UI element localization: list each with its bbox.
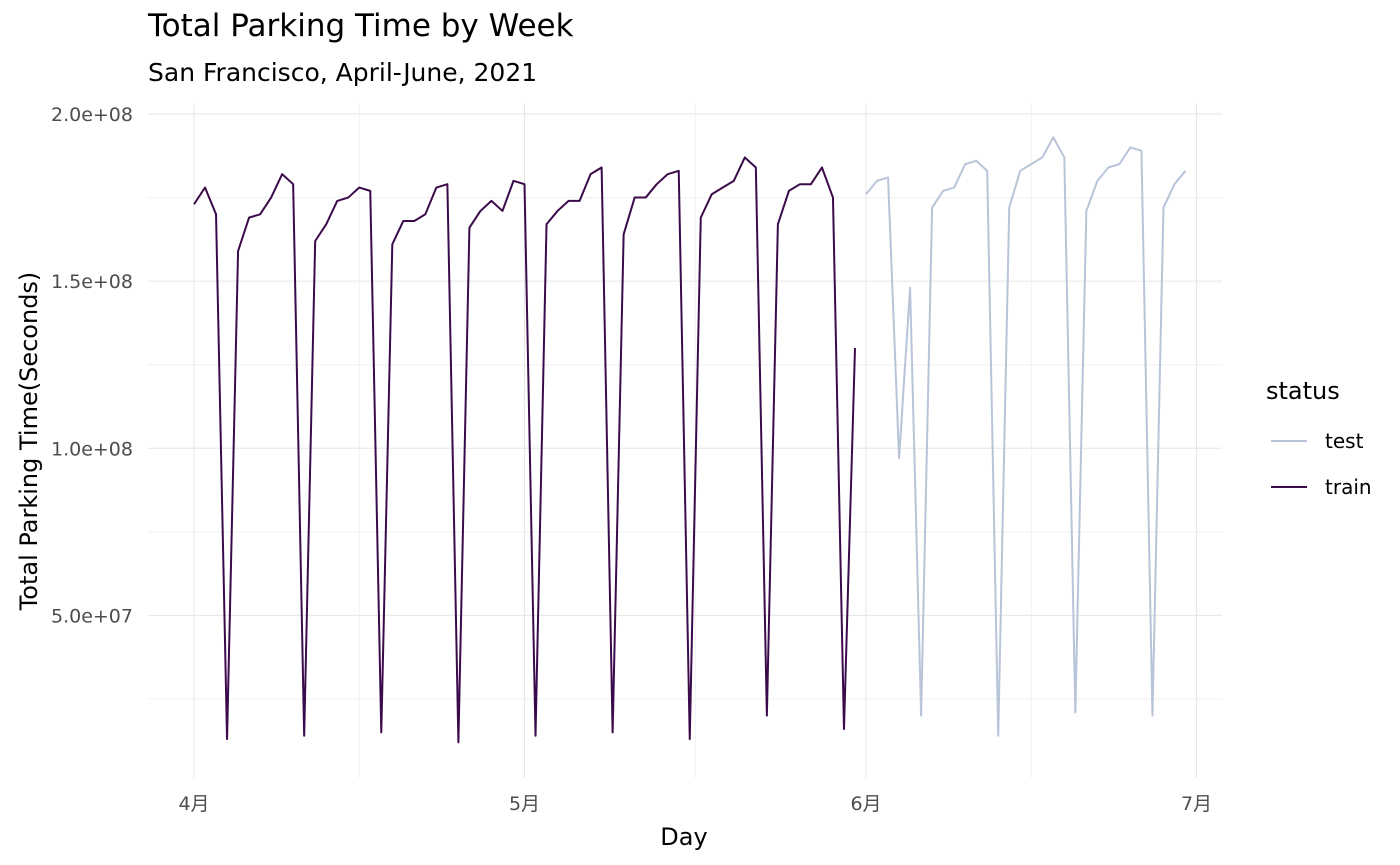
chart-title: Total Parking Time by Week [148,8,574,44]
x-axis-ticks: 4月 5月 6月 7月 [178,793,1212,815]
x-tick-label: 5月 [509,793,540,815]
legend-label-test: test [1325,429,1364,453]
x-tick-label: 4月 [178,793,209,815]
grid-layer [148,103,1222,778]
legend-label-train: train [1325,475,1372,499]
y-axis-ticks: 5.0e+07 1.0e+08 1.5e+08 2.0e+08 [51,104,133,627]
y-tick-label: 1.5e+08 [51,271,133,293]
y-tick-label: 2.0e+08 [51,104,133,126]
y-tick-label: 1.0e+08 [51,438,133,460]
legend: status test train [1266,377,1372,499]
series-line-train [193,156,856,744]
y-tick-label: 5.0e+07 [51,605,133,627]
x-axis-title: Day [660,823,707,851]
series-line-test [865,136,1187,737]
legend-items: test train [1271,429,1372,499]
chart-subtitle: San Francisco, April-June, 2021 [148,58,538,87]
y-axis-title: Total Parking Time(Seconds) [15,272,43,612]
x-tick-label: 7月 [1181,793,1212,815]
x-tick-label: 6月 [850,793,881,815]
series-layer [193,136,1187,744]
legend-title: status [1266,377,1340,405]
